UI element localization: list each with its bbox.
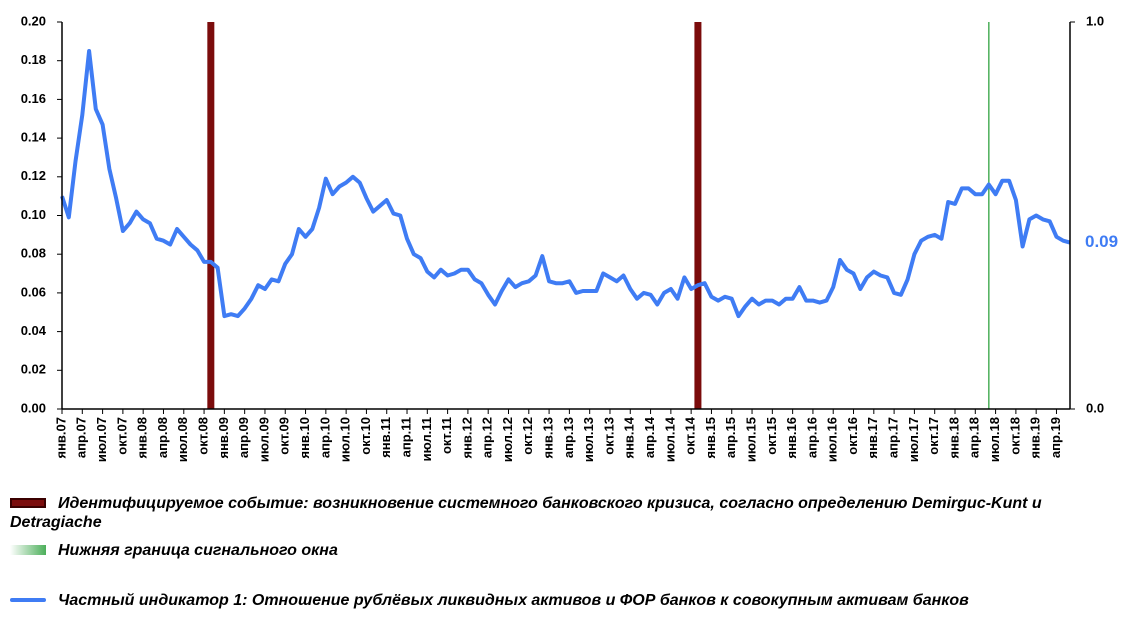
x-tick-label: янв.19 <box>1028 417 1043 459</box>
x-tick-label: июл.14 <box>662 416 677 462</box>
x-tick-label: янв.17 <box>865 417 880 459</box>
y-tick-label: 0.06 <box>21 284 46 299</box>
value-label: 0.09 <box>1085 232 1118 251</box>
x-tick-label: апр.19 <box>1048 417 1063 458</box>
legend-entry: Частный индикатор 1: Отношение рублёвых … <box>10 591 1115 610</box>
x-tick-label: июл.16 <box>825 417 840 462</box>
event-bar <box>694 22 702 409</box>
legend-label: Нижняя граница сигнального окна <box>58 542 338 559</box>
legend-entry: Идентифицируемое событие: возникновение … <box>10 494 1115 532</box>
x-tick-label: июл.13 <box>581 417 596 462</box>
y-tick-label: 0.08 <box>21 246 46 261</box>
legend-entry: Нижняя граница сигнального окна <box>10 541 1115 560</box>
x-tick-label: апр.13 <box>561 417 576 458</box>
x-tick-label: апр.12 <box>480 417 495 458</box>
x-tick-label: окт.08 <box>196 417 211 455</box>
legend-label: Идентифицируемое событие: возникновение … <box>10 495 1042 531</box>
y-tick-label: 0.14 <box>21 130 47 145</box>
x-tick-label: апр.15 <box>723 417 738 458</box>
x-tick-label: апр.14 <box>642 416 657 458</box>
x-tick-label: июл.18 <box>987 417 1002 462</box>
x-tick-label: окт.14 <box>683 416 698 455</box>
y-tick-label: 0.02 <box>21 362 46 377</box>
x-tick-label: апр.18 <box>967 417 982 458</box>
x-tick-label: янв.15 <box>703 417 718 459</box>
x-tick-label: июл.12 <box>500 417 515 462</box>
x-tick-label: апр.11 <box>398 417 413 457</box>
x-tick-label: янв.12 <box>459 417 474 459</box>
y2-tick-label: 0.0 <box>1086 400 1104 415</box>
y-tick-label: 0.00 <box>21 400 46 415</box>
x-tick-label: апр.17 <box>886 417 901 458</box>
x-tick-label: окт.18 <box>1007 417 1022 455</box>
y-tick-label: 0.12 <box>21 168 46 183</box>
x-tick-label: янв.18 <box>946 417 961 459</box>
x-tick-label: апр.10 <box>317 417 332 458</box>
x-tick-label: июл.10 <box>338 417 353 462</box>
x-tick-label: окт.12 <box>520 417 535 455</box>
x-tick-label: июл.11 <box>419 417 434 461</box>
x-tick-label: янв.11 <box>378 417 393 458</box>
x-tick-label: окт.09 <box>277 417 292 455</box>
x-tick-label: окт.10 <box>358 417 373 455</box>
x-tick-label: июл.09 <box>256 417 271 462</box>
x-tick-label: апр.07 <box>74 417 89 458</box>
x-tick-label: окт.17 <box>926 417 941 455</box>
x-tick-label: окт.11 <box>439 417 454 454</box>
y-tick-label: 0.16 <box>21 91 46 106</box>
x-tick-label: янв.16 <box>784 417 799 459</box>
y-tick-label: 0.04 <box>21 323 47 338</box>
x-tick-label: июл.15 <box>743 417 758 462</box>
x-tick-label: янв.09 <box>216 417 231 459</box>
x-tick-label: июл.17 <box>906 417 921 462</box>
x-tick-label: янв.08 <box>135 417 150 459</box>
x-tick-label: окт.15 <box>764 417 779 455</box>
x-tick-label: янв.10 <box>297 417 312 459</box>
event-bar <box>988 22 990 409</box>
legend-swatch <box>10 598 46 602</box>
x-tick-label: июл.07 <box>94 417 109 462</box>
x-tick-label: янв.13 <box>541 417 556 459</box>
series-line <box>60 49 1071 319</box>
legend-swatch <box>10 545 46 555</box>
x-tick-label: окт.07 <box>114 417 129 455</box>
legend-swatch <box>10 498 46 508</box>
x-tick-label: янв.14 <box>622 416 637 458</box>
x-tick-label: апр.16 <box>804 417 819 458</box>
y2-tick-label: 1.0 <box>1086 13 1104 28</box>
legend-label: Частный индикатор 1: Отношение рублёвых … <box>58 592 969 609</box>
y-tick-label: 0.10 <box>21 207 46 222</box>
x-tick-label: окт.16 <box>845 417 860 455</box>
x-tick-label: окт.13 <box>601 417 616 455</box>
x-tick-label: апр.08 <box>155 417 170 458</box>
x-tick-label: янв.07 <box>53 417 68 459</box>
chart: 0.09 0.00 0.02 0.04 0.06 0.08 0.10 0.12 0.14 0.16… <box>21 13 1118 462</box>
x-tick-label: июл.08 <box>175 417 190 462</box>
x-tick-label: апр.09 <box>236 417 251 458</box>
y-tick-label: 0.20 <box>21 13 46 28</box>
event-bar <box>207 22 215 409</box>
y-tick-label: 0.18 <box>21 52 46 67</box>
